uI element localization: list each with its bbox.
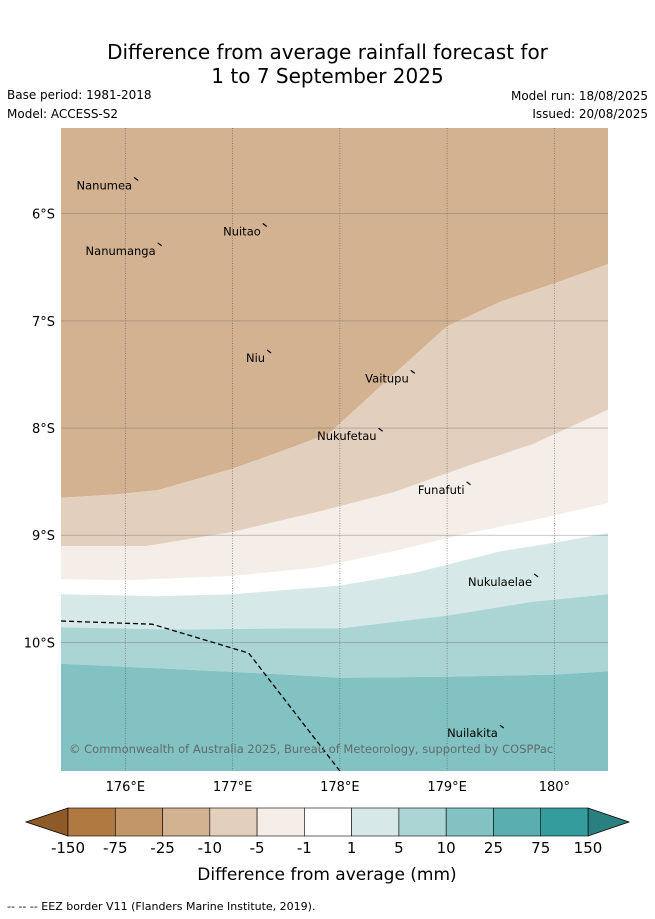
lon-tick-label: 176°E [106, 780, 146, 795]
colorbar: -150 -75 -25 -10 -5 -1 1 5 10 25 75 150 Difference f… [24, 807, 631, 885]
colorbar-tick-label: -75 [103, 839, 128, 857]
colorbar-tick-label: -10 [198, 839, 223, 857]
colorbar-segment [540, 807, 589, 837]
base-period: Base period: 1981-2018 [7, 88, 152, 102]
island-label: Vaitupu [365, 371, 409, 385]
island-shape [378, 427, 383, 432]
rainfall-band [61, 663, 608, 771]
colorbar-segment [209, 807, 258, 837]
colorbar-tick-label: 75 [531, 839, 550, 857]
colorbar-extend-high [587, 807, 631, 837]
rainfall-band [61, 409, 608, 581]
model-run: Model run: 18/08/2025 [510, 89, 648, 103]
island-shape [466, 481, 471, 486]
colorbar-tick-label: -25 [150, 839, 175, 857]
colorbar-segment [162, 807, 211, 837]
colorbar-segment [351, 807, 400, 837]
rainfall-band [61, 503, 608, 597]
lon-tick-label: 178°E [320, 780, 360, 795]
model-name: Model: ACCESS-S2 [7, 107, 119, 121]
island-label: Nukulaelae [468, 575, 532, 589]
lat-tick-label: 6°S [32, 208, 55, 223]
colorbar-segment [114, 807, 163, 837]
rainfall-band [61, 128, 608, 498]
lon-tick-label: 179°E [427, 780, 467, 795]
lat-tick-label: 9°S [32, 529, 55, 544]
rainfall-band [61, 594, 608, 678]
island-shape [499, 724, 505, 729]
eez-border [61, 620, 341, 771]
colorbar-extend-low [24, 807, 69, 837]
lat-tick-label: 10°S [24, 636, 55, 651]
colorbar-tick-label: -1 [297, 839, 312, 857]
copyright-text: © Commonwealth of Australia 2025, Bureau… [69, 742, 553, 756]
rainfall-band [61, 533, 608, 630]
island-label: Nukufetau [317, 429, 376, 443]
island-label: Nuitao [223, 225, 261, 239]
title-line-1: Difference from average rainfall forecas… [107, 40, 548, 64]
colorbar-segment [398, 807, 447, 837]
colorbar-segment [256, 807, 305, 837]
island-label: Nanumea [77, 178, 133, 192]
colorbar-segment [445, 807, 494, 837]
colorbar-tick-label: -5 [250, 839, 265, 857]
lat-tick-label: 7°S [32, 315, 55, 330]
colorbar-title: Difference from average (mm) [197, 865, 456, 885]
rainfall-band [61, 264, 608, 546]
colorbar-segment [304, 807, 352, 837]
island-shape [133, 176, 139, 181]
colorbar-segment [493, 807, 542, 837]
island-shape [262, 223, 268, 228]
title-line-2: 1 to 7 September 2025 [211, 64, 444, 88]
lon-tick-label: 180° [539, 780, 570, 795]
island-label: Nuilakita [447, 726, 498, 740]
colorbar-tick-label: 10 [437, 839, 456, 857]
eez-footnote: -- -- -- EEZ border V11 (Flanders Marine… [7, 900, 316, 913]
colorbar-tick-label: 150 [574, 839, 603, 857]
island-shape [533, 573, 539, 578]
island-shape [266, 349, 272, 354]
lat-tick-label: 8°S [32, 422, 55, 437]
island-shape [157, 242, 163, 247]
colorbar-tick-label: 25 [484, 839, 503, 857]
map-layers: Nanumea Nuitao Nanumanga Niu Vaitupu Nukufeta… [61, 128, 608, 771]
rainfall-map: Nanumea Nuitao Nanumanga Niu Vaitupu Nukufeta… [24, 128, 631, 885]
island-label: Nanumanga [86, 244, 156, 258]
lon-tick-label: 177°E [213, 780, 253, 795]
colorbar-tick-label: 5 [394, 839, 404, 857]
colorbar-segment [67, 807, 116, 837]
issued-date: Issued: 20/08/2025 [532, 107, 648, 121]
island-label: Funafuti [418, 483, 465, 497]
island-label: Niu [246, 351, 265, 365]
island-shape [410, 369, 416, 374]
colorbar-tick-label: 1 [347, 839, 357, 857]
chart-title: Difference from average rainfall forecas… [0, 40, 655, 88]
map-area: Nanumea Nuitao Nanumanga Niu Vaitupu Nukufeta… [24, 128, 608, 795]
colorbar-tick-label: -150 [51, 839, 85, 857]
